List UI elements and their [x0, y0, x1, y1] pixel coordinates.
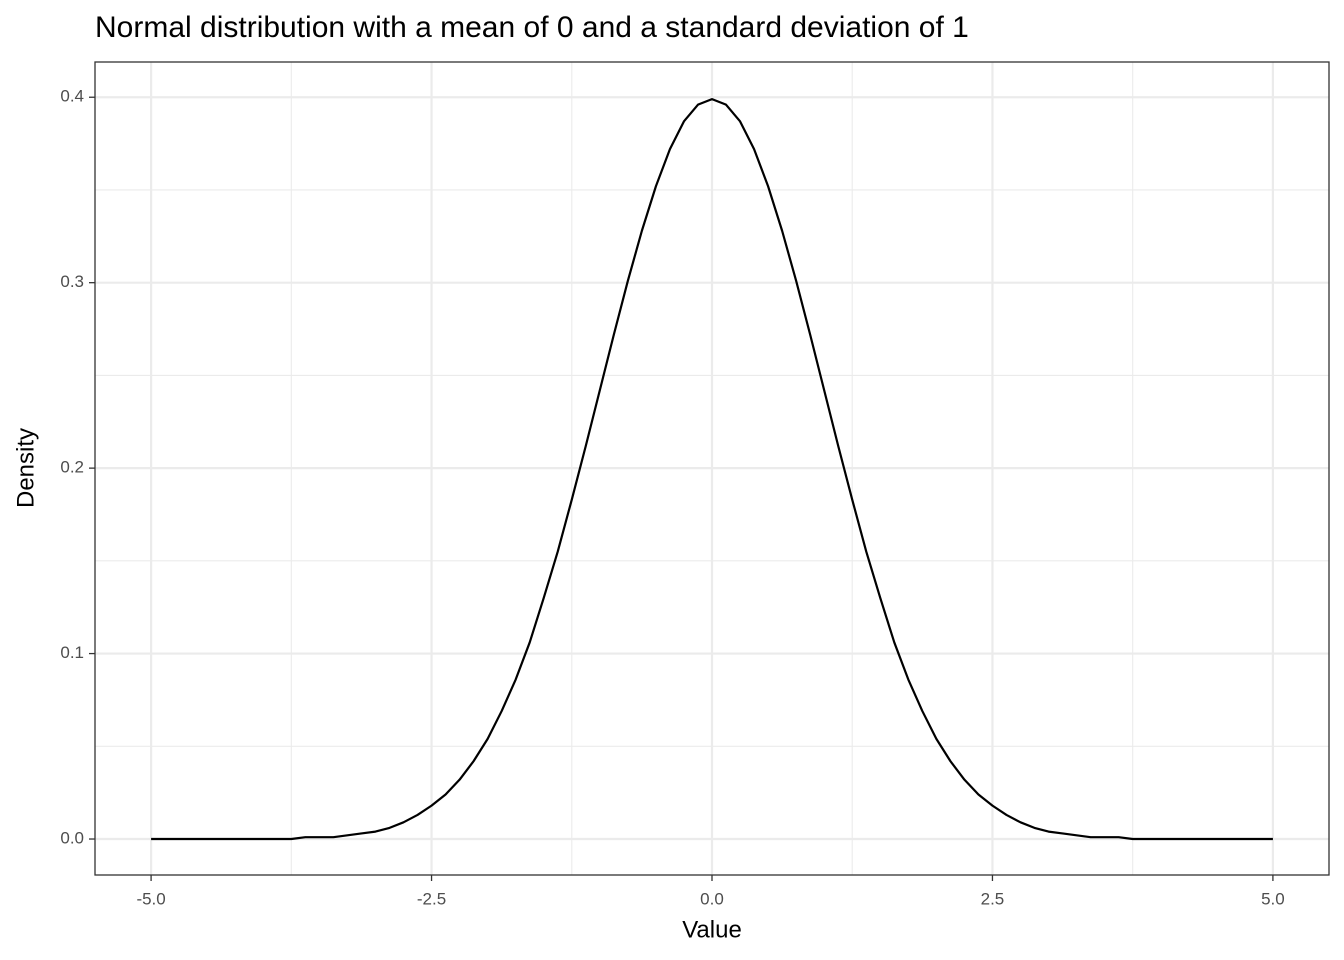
chart-title: Normal distribution with a mean of 0 and… — [95, 11, 969, 44]
line — [151, 97, 1273, 841]
x-tick-label: 0.0 — [700, 889, 724, 908]
y-tick-label: 0.0 — [60, 829, 84, 848]
x-axis-label: Value — [682, 916, 742, 943]
plot — [151, 97, 1273, 841]
y-tick-label: 0.2 — [60, 458, 84, 477]
grid — [95, 62, 1329, 875]
x-tick-label: 5.0 — [1261, 889, 1285, 908]
y-tick-label: 0.3 — [60, 272, 84, 291]
y-tick-label: 0.4 — [60, 87, 84, 106]
x-tick-label: -2.5 — [417, 889, 446, 908]
y-axis-label: Density — [12, 428, 39, 508]
x-tick-label: -5.0 — [136, 889, 165, 908]
x-tick-label: 2.5 — [981, 889, 1005, 908]
y-tick-label: 0.1 — [60, 643, 84, 662]
